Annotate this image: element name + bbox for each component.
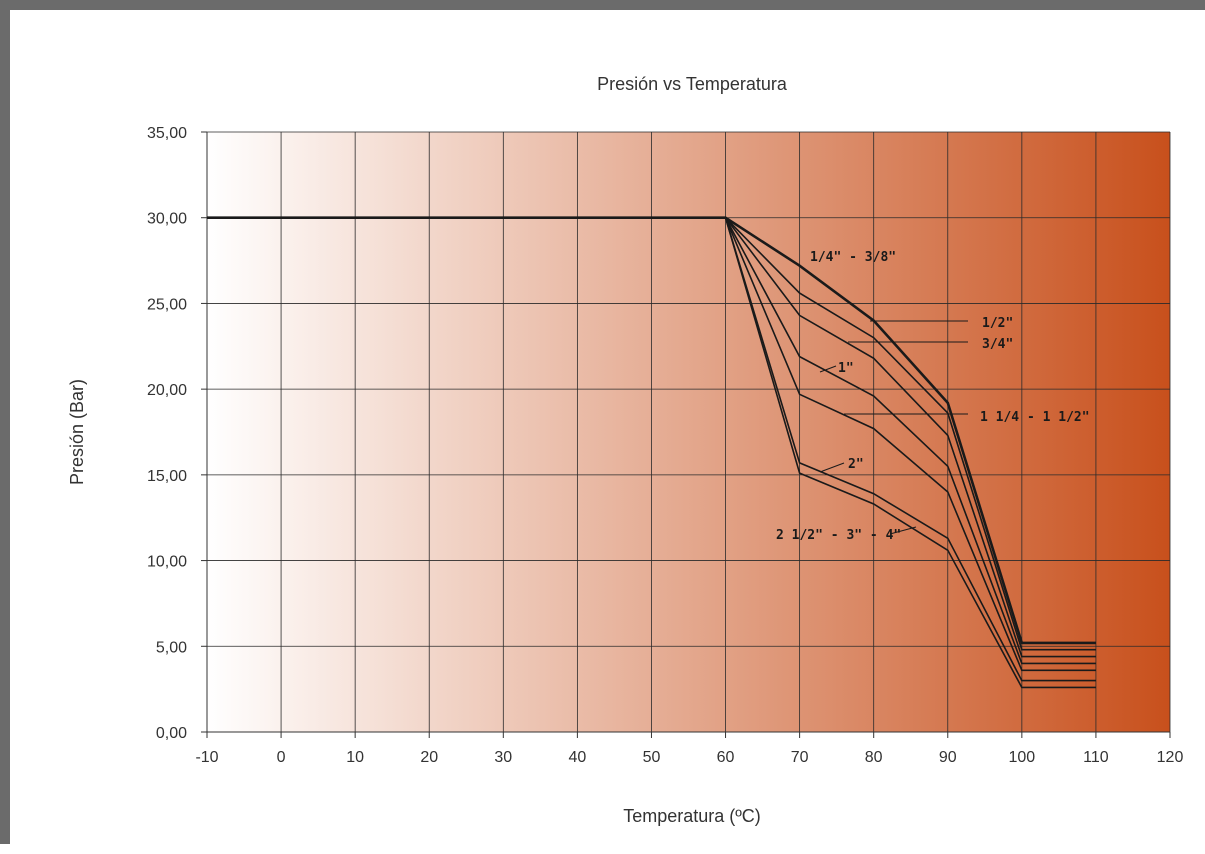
series-label: 1/4" - 3/8": [810, 250, 896, 265]
y-axis-label: Presión (Bar): [67, 379, 87, 485]
y-tick-label: 35,00: [147, 125, 187, 142]
chart-title: Presión vs Temperatura: [597, 74, 788, 94]
x-tick-label: 90: [939, 749, 957, 766]
x-tick-label: 60: [717, 749, 735, 766]
x-tick-label: 0: [277, 749, 286, 766]
series-leader-line: [819, 365, 837, 373]
series-label: 2": [848, 457, 864, 472]
x-tick-label: 70: [791, 749, 809, 766]
axes: [201, 131, 1171, 738]
series-label: 1": [838, 361, 854, 376]
x-tick-label: 100: [1008, 749, 1035, 766]
x-tick-label: 50: [643, 749, 661, 766]
x-tick-label: 120: [1157, 749, 1184, 766]
x-tick-label: 110: [1083, 749, 1109, 766]
x-tick-label: 80: [865, 749, 883, 766]
x-tick-label: 30: [494, 749, 512, 766]
x-tick-label: 40: [568, 749, 586, 766]
x-tick-label: -10: [195, 749, 218, 766]
tick-labels: -10 0 10 20 30 40 50 60 70 80 90 100 110 120 0,00 5,00 1…: [147, 125, 1183, 766]
x-axis-label: Temperatura (ºC): [623, 806, 761, 826]
x-tick-label: 20: [420, 749, 438, 766]
y-tick-label: 25,00: [147, 296, 187, 313]
y-tick-label: 0,00: [156, 725, 187, 742]
series-label: 3/4": [982, 337, 1013, 352]
pressure-temperature-chart: 1/4" - 3/8" 1/2" 3/4" 1" 1 1/4 - 1 1/2" 2" 2 1…: [67, 74, 1183, 826]
y-tick-label: 20,00: [147, 382, 187, 399]
series-label: 2 1/2" - 3" - 4": [776, 528, 901, 543]
series-leader-lines: [819, 320, 968, 535]
x-tick-label: 10: [346, 749, 364, 766]
series-leader-line: [819, 462, 845, 473]
series-line: [207, 216, 1096, 689]
series-labels: 1/4" - 3/8" 1/2" 3/4" 1" 1 1/4 - 1 1/2" 2" 2 1…: [776, 250, 1090, 543]
y-tick-label: 30,00: [147, 211, 187, 228]
series-label: 1/2": [982, 316, 1013, 331]
y-tick-label: 10,00: [147, 554, 187, 571]
y-tick-label: 5,00: [156, 639, 187, 656]
y-tick-label: 15,00: [147, 468, 187, 485]
series-leader-line: [889, 526, 917, 535]
series-label: 1 1/4 - 1 1/2": [980, 410, 1090, 425]
